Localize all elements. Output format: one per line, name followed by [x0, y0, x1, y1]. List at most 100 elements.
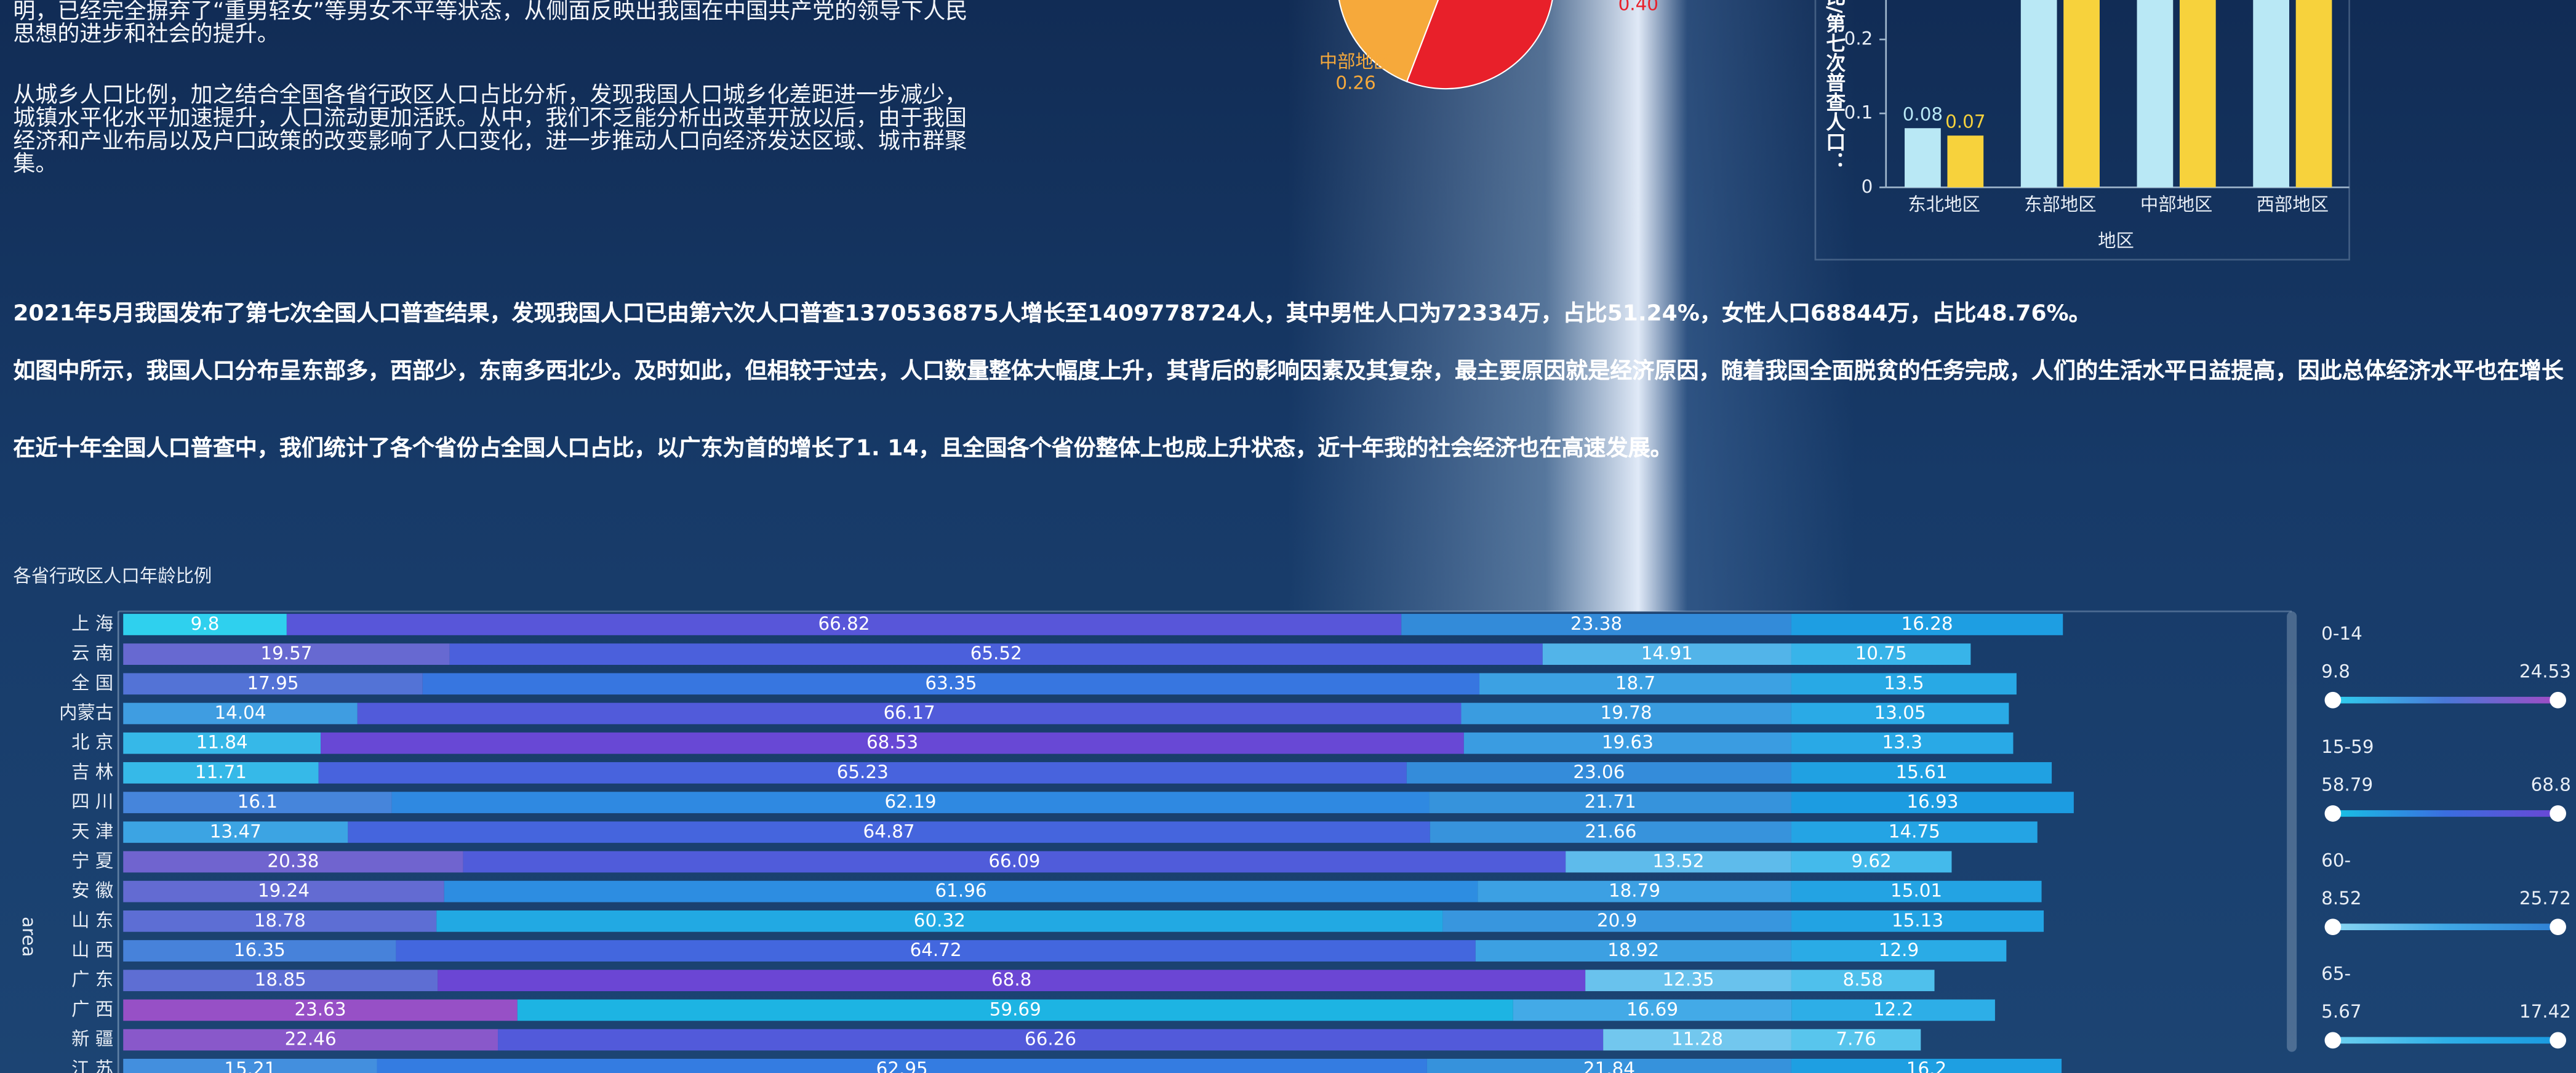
y-tick-label: 江 苏 [71, 1058, 113, 1073]
visual-map-min: 5.67 [2321, 1001, 2361, 1022]
segment-label: 18.78 [254, 910, 306, 931]
segment-label: 12.35 [1663, 969, 1714, 990]
visual-map-handle[interactable] [2550, 918, 2566, 935]
segment-label: 62.19 [885, 791, 937, 812]
y-tick-label: 山 西 [71, 939, 113, 960]
segment-label: 13.05 [1874, 702, 1926, 723]
segment-label: 20.9 [1597, 910, 1637, 931]
bar [2253, 0, 2289, 187]
bar [2296, 0, 2332, 187]
segment-label: 22.46 [285, 1029, 337, 1050]
segment-label: 66.09 [988, 850, 1040, 871]
segment-label: 8.58 [1843, 969, 1883, 990]
visual-map-max: 24.53 [2519, 661, 2571, 681]
bar [2180, 0, 2216, 187]
segment-label: 21.71 [1585, 791, 1636, 812]
visual-map-track [2333, 1037, 2558, 1044]
visual-map-max: 68.8 [2531, 774, 2571, 795]
y-tick-label: 广 东 [71, 969, 113, 990]
visual-map-handle[interactable] [2325, 805, 2342, 822]
segment-label: 20.38 [267, 850, 319, 871]
segment-label: 19.24 [258, 880, 310, 901]
segment-label: 61.96 [935, 880, 987, 901]
segment-label: 16.1 [238, 791, 278, 812]
segment-label: 21.66 [1585, 821, 1636, 842]
y-tick-label: 0.1 [1844, 102, 1873, 123]
visual-map-handle[interactable] [2325, 692, 2342, 709]
y-tick-label: 安 徽 [71, 880, 113, 901]
visual-map-handle[interactable] [2550, 692, 2566, 709]
visual-map-handle[interactable] [2325, 1032, 2342, 1049]
segment-label: 18.85 [255, 969, 306, 990]
y-tick-label: 云 南 [71, 643, 113, 664]
segment-label: 18.7 [1615, 672, 1655, 693]
bar [1947, 135, 1983, 187]
segment-label: 11.84 [196, 732, 248, 753]
y-tick-label: 宁 夏 [71, 850, 113, 871]
bar [2063, 0, 2100, 187]
segment-label: 11.71 [195, 762, 247, 782]
visual-map-min: 8.52 [2321, 888, 2361, 909]
visual-map-handle[interactable] [2550, 1032, 2566, 1049]
segment-label: 23.06 [1573, 762, 1625, 782]
y-tick-label: 内蒙古 [59, 702, 113, 723]
bar [2137, 0, 2174, 187]
segment-label: 10.75 [1855, 643, 1907, 664]
segment-label: 14.04 [214, 702, 266, 723]
segment-label: 63.35 [925, 672, 977, 693]
y-axis-title: 比/第七次普查人口： [1823, 0, 1846, 171]
segment-label: 12.2 [1873, 999, 1913, 1019]
segment-label: 66.26 [1025, 1029, 1076, 1050]
segment-label: 16.93 [1906, 791, 1958, 812]
segment-label: 12.9 [1879, 939, 1919, 960]
visual-map-title: 65- [2321, 963, 2351, 984]
segment-label: 7.76 [1836, 1029, 1876, 1050]
y-tick-label: 吉 林 [71, 762, 113, 782]
visual-map-handle[interactable] [2325, 918, 2342, 935]
segment-label: 59.69 [990, 999, 1041, 1019]
bar-value-label: 0.08 [1903, 103, 1943, 124]
segment-label: 14.75 [1889, 821, 1940, 842]
segment-label: 60.32 [914, 910, 966, 931]
page: 明，已经完全摒弃了“重男轻女”等男女不平等状态，从侧面反映出我国在中国共产党的领… [0, 0, 2576, 1073]
segment-label: 13.52 [1652, 850, 1704, 871]
segment-label: 17.95 [247, 672, 298, 693]
segment-label: 21.84 [1583, 1058, 1635, 1073]
x-tick-label: 中部地区 [2140, 194, 2212, 215]
segment-label: 15.21 [224, 1058, 276, 1073]
segment-label: 62.95 [876, 1058, 928, 1073]
segment-label: 65.52 [970, 643, 1022, 664]
visual-map-title: 0-14 [2321, 623, 2362, 644]
segment-label: 16.69 [1626, 999, 1678, 1019]
bar [2021, 0, 2057, 187]
segment-label: 14.91 [1641, 643, 1693, 664]
segment-label: 18.92 [1607, 939, 1659, 960]
visual-map-track [2333, 697, 2558, 704]
segment-label: 68.53 [866, 732, 918, 753]
visual-map-min: 58.79 [2321, 774, 2373, 795]
segment-label: 23.63 [294, 999, 346, 1019]
visual-map-track [2333, 810, 2558, 817]
x-axis-title: 地区 [2098, 230, 2134, 251]
y-axis-title: area [18, 917, 39, 957]
y-tick-label: 天 津 [71, 821, 113, 842]
visual-map-title: 60- [2321, 850, 2351, 870]
scrollbar[interactable] [2287, 611, 2297, 1051]
bar-value-label: 0.07 [1945, 111, 1985, 132]
segment-label: 16.2 [1906, 1058, 1946, 1073]
y-tick-label: 北 京 [71, 732, 113, 753]
segment-label: 64.72 [910, 939, 962, 960]
segment-label: 16.35 [234, 939, 286, 960]
y-tick-label: 广 西 [71, 999, 113, 1019]
y-tick-label: 0.2 [1844, 28, 1873, 49]
segment-label: 11.28 [1671, 1029, 1723, 1050]
charts: 各省行政区人口年龄比例 area 比/第七次普查人口： 地区 0.40中部地区0… [0, 0, 2576, 1073]
segment-label: 15.13 [1892, 910, 1943, 931]
y-tick-label: 四 川 [71, 791, 113, 812]
visual-map-max: 25.72 [2519, 888, 2571, 909]
slice-value: 0.26 [1335, 73, 1375, 94]
y-tick-label: 山 东 [71, 910, 113, 931]
visual-map-handle[interactable] [2550, 805, 2566, 822]
segment-label: 68.8 [991, 969, 1031, 990]
segment-label: 66.17 [884, 702, 935, 723]
